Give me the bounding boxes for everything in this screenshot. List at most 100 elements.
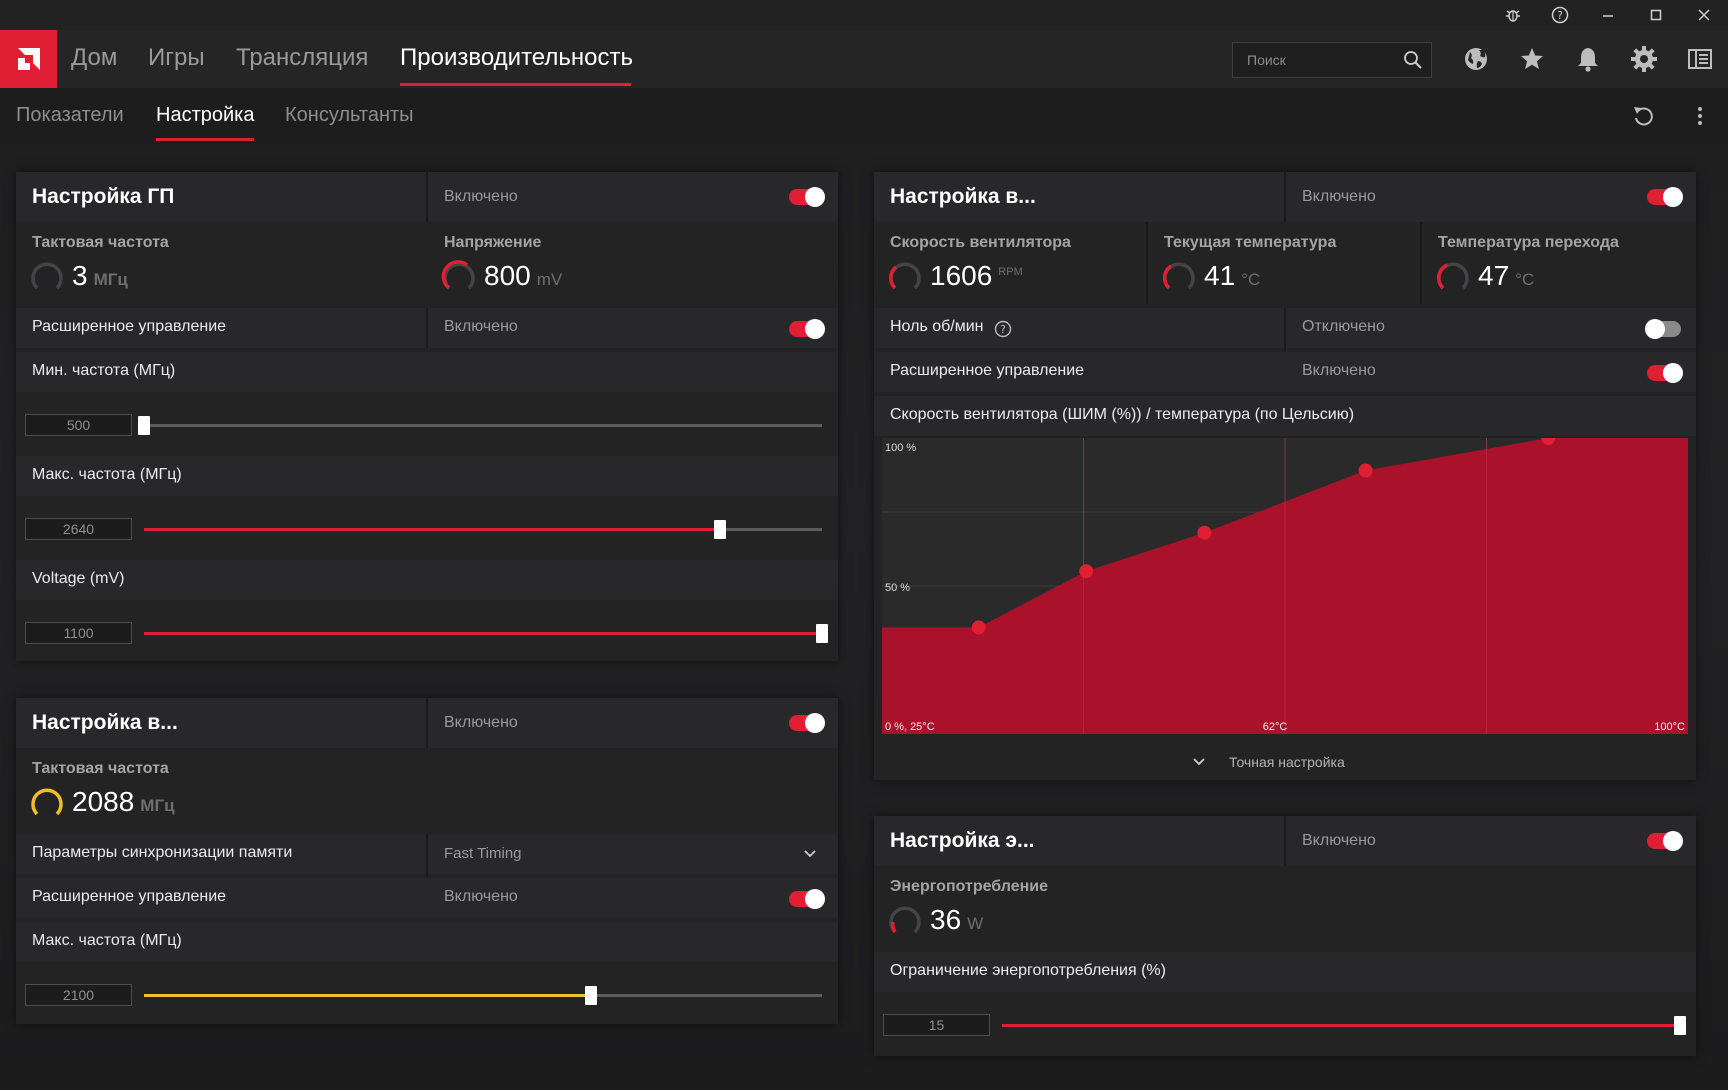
gpu-min-freq-row	[16, 352, 838, 392]
fan-speed-value: 1606 RPM	[930, 260, 1023, 291]
vram-timing-select[interactable]: Fast Timing	[444, 845, 522, 862]
gpu-voltage-gauge	[441, 260, 475, 290]
bell-icon[interactable]	[1573, 44, 1603, 74]
power-consumption-title: Энергопотребление	[890, 878, 1049, 895]
fan-curve-point-0	[971, 620, 986, 635]
fan-junction-gauge	[1436, 262, 1469, 290]
bug-icon[interactable]	[1493, 3, 1533, 27]
fan-temp-gauge	[1162, 262, 1195, 290]
subtab-advisors[interactable]: Консультанты	[285, 104, 414, 126]
fan-curve-point-2	[1197, 525, 1212, 540]
globe-icon[interactable]	[1461, 44, 1491, 74]
vram-clock-value: 2088 МГц	[72, 786, 175, 817]
fan-advanced-row	[874, 352, 1696, 392]
gpu-advanced-toggle[interactable]	[789, 319, 825, 339]
question-icon[interactable]: ?	[994, 320, 1012, 338]
fan-zero-rpm-label: Ноль об/мин	[890, 318, 984, 335]
gpu-min-freq-label: Мин. частота (МГц)	[32, 362, 176, 379]
gpu-max-freq-slider[interactable]	[144, 520, 822, 539]
vram-advanced-toggle[interactable]	[789, 889, 825, 909]
gpu-advanced-status: Включено	[444, 318, 518, 335]
x-tick-label-2: 100°C	[1654, 721, 1685, 733]
fan-tuning-card: Настройка в... Включено Скорость вентиля…	[874, 172, 1696, 780]
fan-metrics-row	[874, 222, 1696, 304]
maximize-icon[interactable]	[1636, 3, 1676, 27]
power-limit-row	[874, 952, 1696, 992]
fan-curve-svg[interactable]: 100 % 50 % 0 %, 25°C 62°C 100°C	[882, 431, 1688, 734]
nav-tab-streaming[interactable]: Трансляция	[236, 44, 369, 71]
fan-curve-header-row	[874, 396, 1696, 436]
fan-curve-chart[interactable]: 100 % 50 % 0 %, 25°C 62°C 100°C	[882, 431, 1688, 734]
chevron-down-icon[interactable]	[1191, 754, 1207, 770]
power-consumption-value: 36 W	[930, 904, 984, 935]
svg-text:?: ?	[1557, 9, 1563, 22]
gpu-voltage-row	[16, 560, 838, 600]
more-vertical-icon[interactable]	[1686, 102, 1714, 130]
vram-max-freq-input[interactable]: 2100	[25, 984, 132, 1006]
fan-toggle[interactable]	[1647, 187, 1683, 207]
power-metrics-row	[874, 866, 1696, 948]
power-limit-input[interactable]: 15	[883, 1014, 990, 1036]
gpu-toggle[interactable]	[789, 187, 825, 207]
fan-card-title: Настройка в...	[890, 185, 1036, 208]
minimize-icon[interactable]	[1588, 3, 1628, 27]
nav-tab-performance[interactable]: Производительность	[400, 44, 633, 71]
vram-toggle[interactable]	[789, 713, 825, 733]
x-tick-label-1: 62°C	[1263, 721, 1288, 733]
fan-status: Включено	[1302, 188, 1376, 205]
y-tick-label-0: 100 %	[885, 442, 916, 454]
gpu-voltage-title: Напряжение	[444, 234, 542, 251]
fan-curve-point-1	[1079, 564, 1094, 579]
gpu-voltage-slider[interactable]	[144, 624, 828, 643]
power-toggle[interactable]	[1647, 831, 1683, 851]
gpu-max-freq-label: Макс. частота (МГц)	[32, 466, 182, 483]
fan-advanced-toggle[interactable]	[1647, 363, 1683, 383]
nav-active-indicator	[400, 83, 631, 86]
fan-speed-title: Скорость вентилятора	[890, 234, 1071, 251]
gpu-metrics-row	[16, 222, 838, 304]
vram-card-title: Настройка в...	[32, 711, 178, 734]
star-icon[interactable]	[1517, 44, 1547, 74]
vram-max-freq-slider[interactable]	[144, 986, 822, 1005]
vram-max-freq-label: Макс. частота (МГц)	[32, 932, 182, 949]
vram-clock-gauge	[31, 788, 63, 816]
subtab-tuning[interactable]: Настройка	[156, 104, 255, 126]
vram-timing-label: Параметры синхронизации памяти	[32, 844, 293, 861]
amd-logo[interactable]	[0, 30, 57, 88]
fan-advanced-status: Включено	[1302, 362, 1376, 379]
power-limit-slider[interactable]	[1002, 1016, 1686, 1035]
vram-advanced-label: Расширенное управление	[32, 888, 227, 905]
search-input[interactable]	[1233, 43, 1403, 77]
power-tuning-card: Настройка э... Включено Энергопотреблени…	[874, 816, 1696, 1056]
close-icon[interactable]	[1684, 3, 1724, 27]
subtab-metrics[interactable]: Показатели	[16, 104, 124, 126]
gpu-clock-gauge	[31, 262, 63, 290]
gpu-clock-title: Тактовая частота	[32, 234, 169, 251]
sidebar-icon[interactable]	[1685, 44, 1715, 74]
gpu-advanced-label: Расширенное управление	[32, 318, 227, 335]
fine-tune-button[interactable]: Точная настройка	[1229, 754, 1345, 770]
fan-zero-rpm-status: Отключено	[1302, 318, 1385, 335]
nav-tab-games[interactable]: Игры	[148, 44, 205, 71]
fan-zero-rpm-toggle[interactable]	[1645, 319, 1681, 339]
gpu-max-freq-input[interactable]: 2640	[25, 518, 132, 540]
fan-temp-value: 41 °C	[1204, 260, 1261, 291]
gpu-voltage-input[interactable]: 1100	[25, 622, 132, 644]
power-card-title: Настройка э...	[890, 829, 1035, 852]
gpu-min-freq-input[interactable]: 500	[25, 414, 132, 436]
gpu-voltage-value: 800 mV	[484, 260, 563, 291]
search-icon[interactable]	[1403, 50, 1423, 70]
nav-tab-home[interactable]: Дом	[71, 44, 118, 71]
search-box[interactable]	[1232, 42, 1432, 78]
gpu-voltage-label: Voltage (mV)	[32, 570, 125, 587]
power-consumption-gauge	[889, 906, 921, 934]
vram-advanced-row	[16, 878, 838, 918]
gear-icon[interactable]	[1629, 44, 1659, 74]
gpu-min-freq-slider[interactable]	[138, 416, 822, 435]
chevron-down-icon[interactable]	[802, 846, 818, 862]
power-status: Включено	[1302, 832, 1376, 849]
fan-curve-area	[882, 438, 1688, 734]
x-tick-label-0: 0 %, 25°C	[885, 721, 935, 733]
help-icon[interactable]: ?	[1540, 3, 1580, 27]
reset-icon[interactable]	[1629, 102, 1657, 130]
